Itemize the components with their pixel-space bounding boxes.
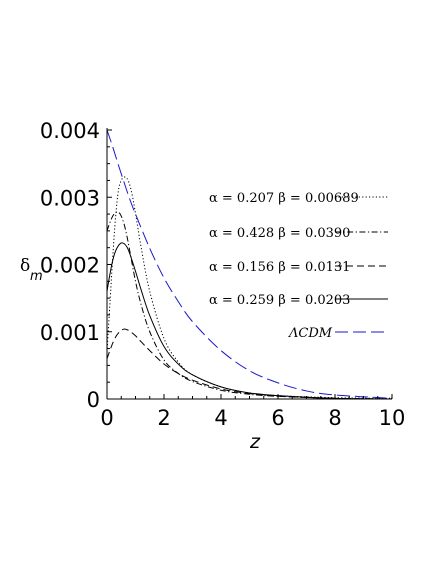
legend-label-3: α = 0.156 β = 0.0131 bbox=[209, 260, 350, 275]
x-tick-label: 2 bbox=[157, 406, 170, 430]
y-axis-label: δ bbox=[20, 256, 30, 276]
legend-label-4: α = 0.259 β = 0.0203 bbox=[209, 293, 350, 308]
x-tick-label: 0 bbox=[100, 406, 113, 430]
y-tick-labels: 0 0.001 0.002 0.003 0.004 bbox=[40, 119, 100, 412]
curves-layer bbox=[106, 129, 393, 400]
y-tick-label: 0.001 bbox=[40, 321, 100, 345]
series-line-4 bbox=[106, 242, 393, 400]
y-tick-marks bbox=[107, 129, 112, 400]
y-tick-label: 0 bbox=[87, 388, 100, 412]
x-tick-label: 8 bbox=[328, 406, 341, 430]
series-line-3 bbox=[106, 328, 393, 400]
series-line-2 bbox=[106, 211, 393, 400]
legend-label-1: α = 0.207 β = 0.00689 bbox=[209, 191, 359, 206]
x-tick-label: 6 bbox=[271, 406, 284, 430]
y-axis-label-subscript: m bbox=[30, 269, 43, 284]
y-tick-label: 0.002 bbox=[40, 254, 100, 278]
x-axis-label: z bbox=[249, 431, 261, 453]
legend: α = 0.207 β = 0.00689 α = 0.428 β = 0.039… bbox=[209, 191, 388, 341]
y-tick-label: 0.004 bbox=[40, 119, 100, 143]
series-line-1 bbox=[106, 176, 393, 399]
y-tick-label: 0.003 bbox=[40, 186, 100, 210]
x-tick-marks bbox=[106, 394, 393, 399]
x-tick-label: 10 bbox=[379, 406, 406, 430]
x-tick-labels: 0 2 4 6 8 10 bbox=[100, 406, 405, 430]
legend-label-2: α = 0.428 β = 0.0390 bbox=[209, 226, 350, 241]
legend-label-5: ΛCDM bbox=[288, 326, 333, 341]
series-line-5 bbox=[106, 129, 393, 399]
x-tick-label: 4 bbox=[214, 406, 227, 430]
